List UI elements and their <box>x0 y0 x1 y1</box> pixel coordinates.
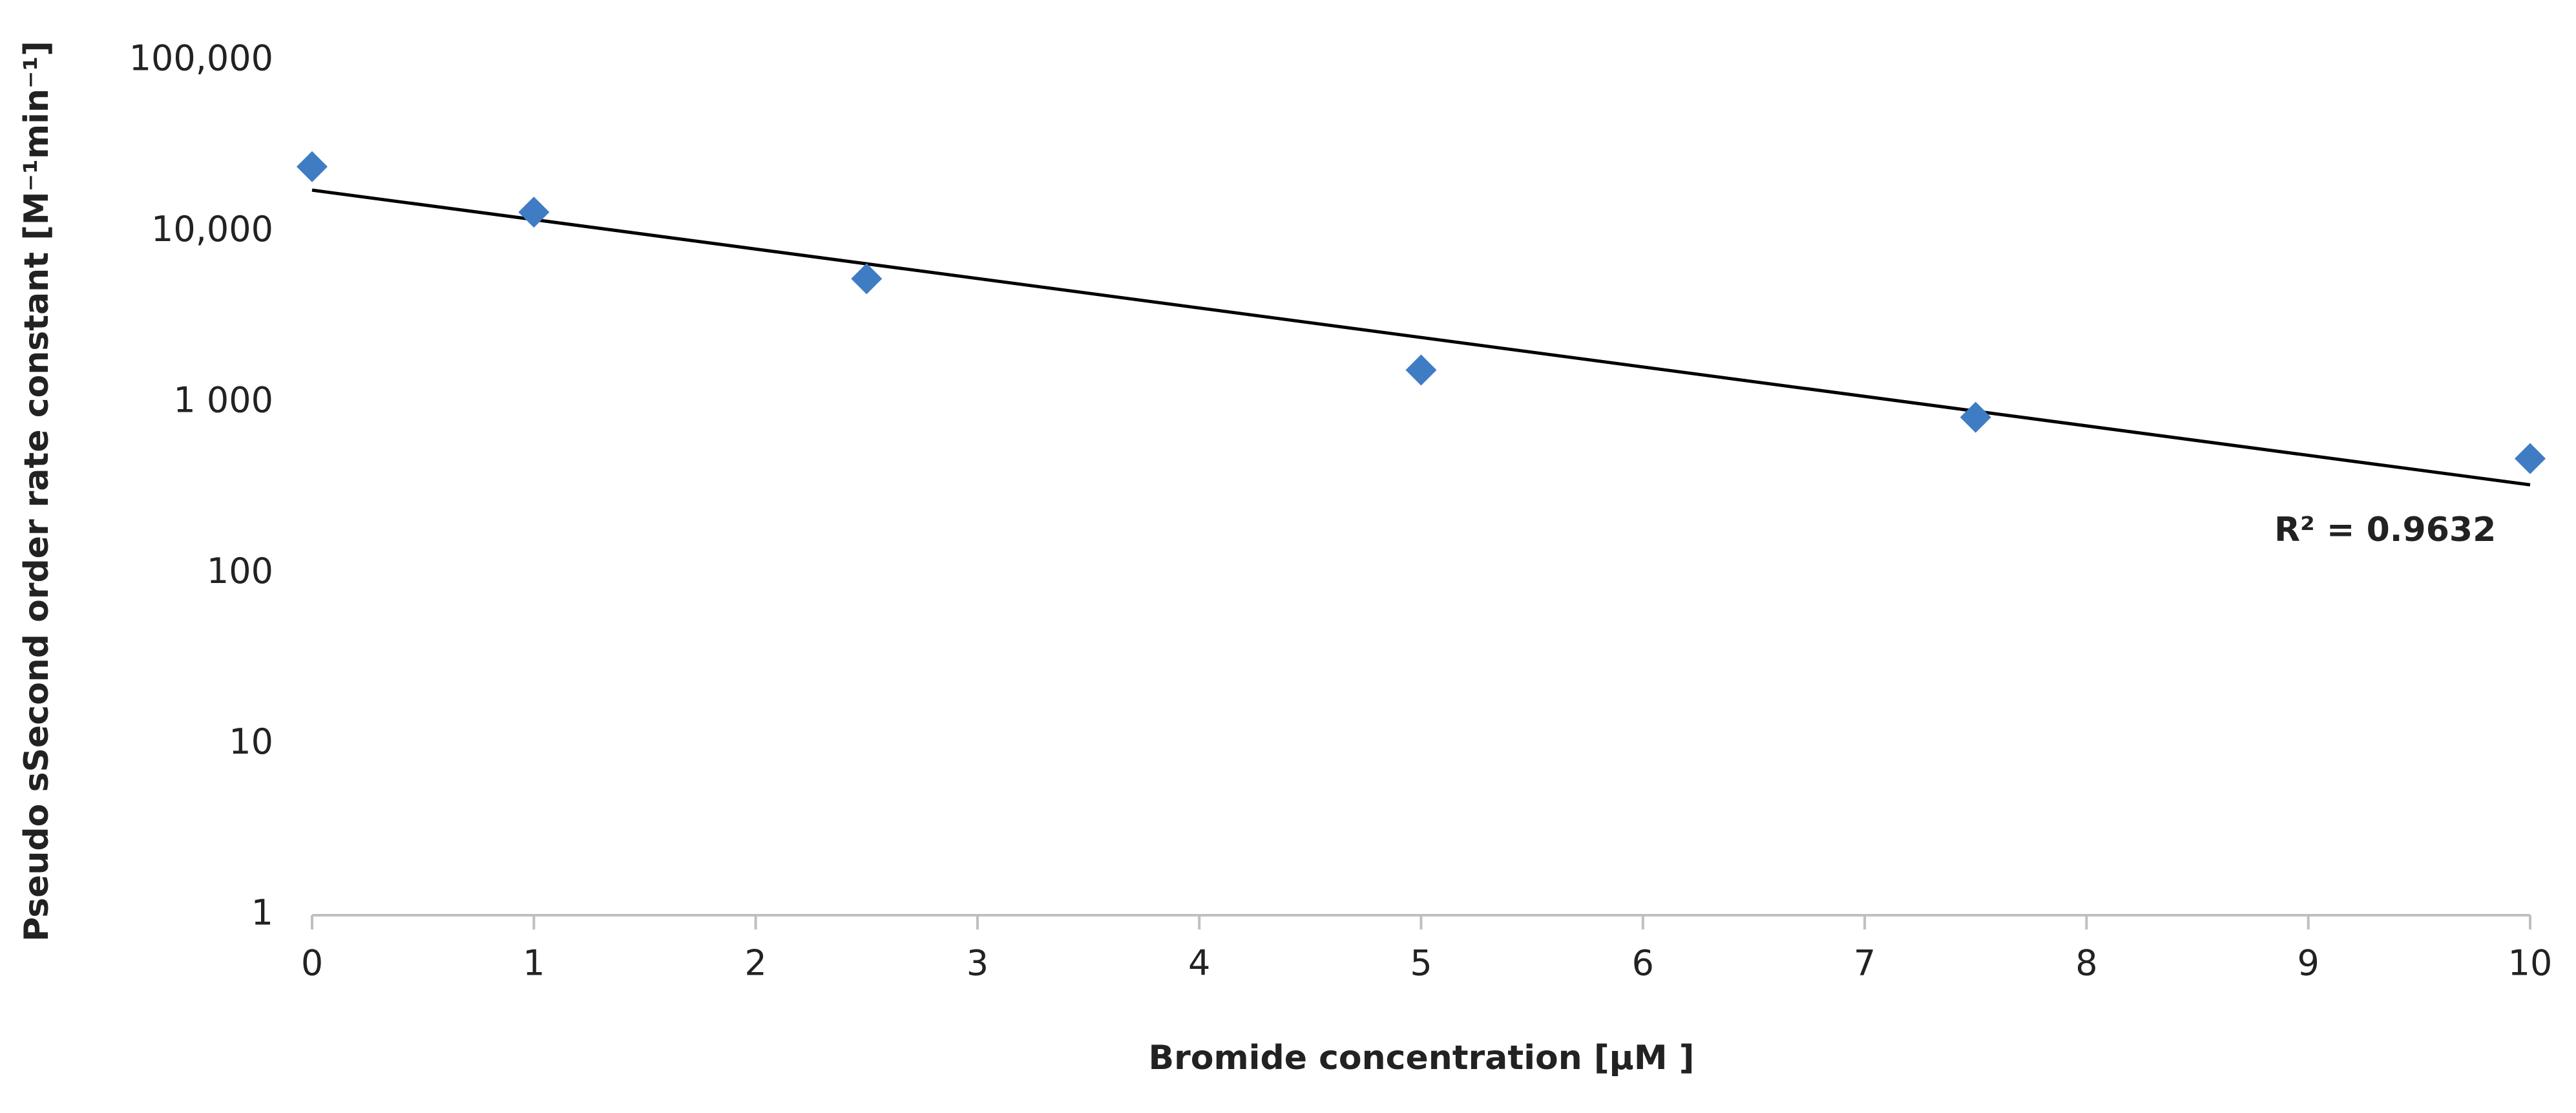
data-point <box>1405 354 1437 386</box>
y-tick-label: 10 <box>229 721 273 762</box>
x-tick-label: 6 <box>1632 943 1654 984</box>
x-tick-label: 8 <box>2075 943 2097 984</box>
x-tick-label: 0 <box>301 943 323 984</box>
trendline <box>311 188 2531 487</box>
x-tick-label: 9 <box>2298 943 2319 984</box>
data-point <box>851 263 883 295</box>
data-point <box>2515 443 2546 474</box>
x-axis-title: Bromide concentration [µM ] <box>1148 1039 1694 1077</box>
y-axis-title: Pseudo sSecond order rate constant [M⁻¹m… <box>17 41 56 942</box>
data-point <box>518 196 550 228</box>
y-tick-label: 100,000 <box>129 38 273 79</box>
x-tick-label: 5 <box>1410 943 1432 984</box>
x-tick-label: 10 <box>2508 943 2553 984</box>
y-tick-label: 1 000 <box>173 379 273 420</box>
y-tick-label: 100 <box>207 551 273 591</box>
data-point <box>297 151 328 182</box>
x-tick-label: 1 <box>523 943 545 984</box>
data-point <box>1960 401 1991 433</box>
y-tick-label: 10,000 <box>151 209 273 249</box>
x-tick-label: 7 <box>1854 943 1876 984</box>
y-tick-label: 1 <box>251 893 273 933</box>
x-tick-label: 4 <box>1188 943 1210 984</box>
r-squared-label: R² = 0.9632 <box>2274 511 2496 549</box>
x-tick-label: 3 <box>967 943 989 984</box>
x-tick-label: 2 <box>744 943 766 984</box>
